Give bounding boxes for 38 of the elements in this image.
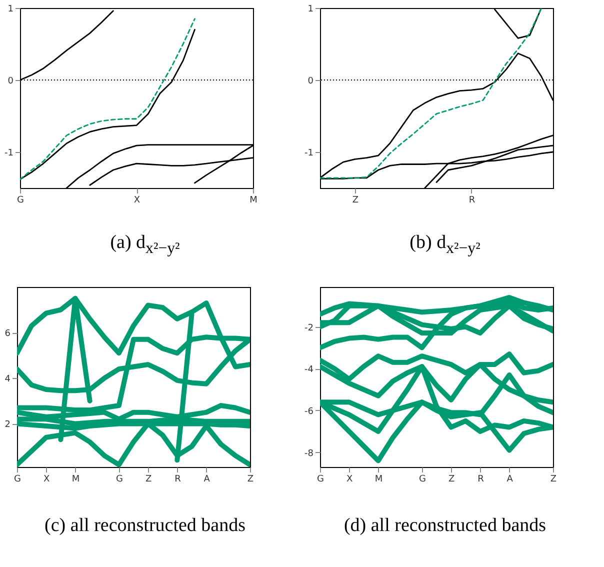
x-tick-label: M <box>374 474 383 484</box>
x-tick-label: G <box>317 474 324 484</box>
x-tick-label: Z <box>145 474 152 484</box>
x-tick-label: R <box>468 196 476 206</box>
x-tick-label: X <box>44 474 50 484</box>
x-tick-label: X <box>346 474 353 484</box>
y-tick-label: 0 <box>8 76 14 86</box>
x-tick-label: R <box>478 474 484 484</box>
y-tick-label: -4 <box>304 365 314 376</box>
x-tick-label: A <box>204 474 211 484</box>
x-axis-title: (a) d$_{x²−y²}$ <box>109 232 181 258</box>
y-tick-label: 0 <box>308 76 314 86</box>
y-tick-label: -6 <box>304 406 314 417</box>
y-tick-label: 2 <box>4 420 10 430</box>
y-tick-label: 1 <box>8 4 14 14</box>
x-tick-label: R <box>174 474 181 484</box>
x-tick-label: Z <box>352 196 359 206</box>
x-axis-title: (c) all reconstructed bands <box>44 515 246 537</box>
y-tick-label: 6 <box>4 329 11 340</box>
x-tick-label: Z <box>550 474 557 484</box>
x-tick-label: M <box>72 474 80 484</box>
x-tick-label: A <box>506 474 514 484</box>
x-axis-title: (d) all reconstructed bands <box>342 515 548 537</box>
y-tick-label: -1 <box>4 148 14 158</box>
y-tick-label: -1 <box>304 148 314 158</box>
x-tick-label: Z <box>247 474 254 484</box>
x-tick-label: Z <box>448 474 455 484</box>
x-axis-title: (b) d$_{x²−y²}$ <box>408 232 482 258</box>
x-tick-label: G <box>17 196 24 206</box>
y-tick-label: 4 <box>4 374 11 385</box>
x-tick-label: M <box>250 196 258 206</box>
y-tick-label: 1 <box>308 4 314 14</box>
x-tick-label: X <box>134 196 140 206</box>
x-tick-label: G <box>418 474 426 484</box>
y-tick-label: -2 <box>304 323 314 334</box>
x-tick-label: G <box>116 474 123 484</box>
y-tick-label: -8 <box>304 448 314 459</box>
x-tick-label: G <box>14 474 22 484</box>
